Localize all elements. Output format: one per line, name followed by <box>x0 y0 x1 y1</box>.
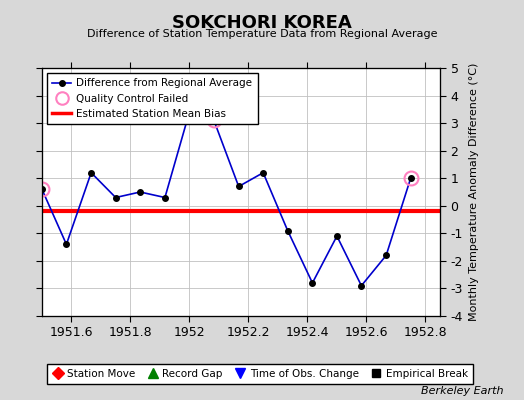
Text: Difference of Station Temperature Data from Regional Average: Difference of Station Temperature Data f… <box>87 29 437 39</box>
Text: Berkeley Earth: Berkeley Earth <box>421 386 503 396</box>
Y-axis label: Monthly Temperature Anomaly Difference (°C): Monthly Temperature Anomaly Difference (… <box>468 63 478 321</box>
Text: SOKCHORI KOREA: SOKCHORI KOREA <box>172 14 352 32</box>
Legend: Station Move, Record Gap, Time of Obs. Change, Empirical Break: Station Move, Record Gap, Time of Obs. C… <box>47 364 473 384</box>
